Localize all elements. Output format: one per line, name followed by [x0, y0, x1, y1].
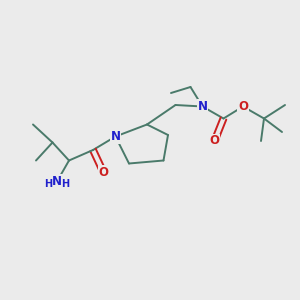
Text: O: O — [209, 134, 220, 148]
Text: H: H — [44, 179, 53, 189]
Text: N: N — [52, 175, 62, 188]
Text: H: H — [61, 179, 70, 189]
Text: N: N — [197, 100, 208, 113]
Text: O: O — [238, 100, 248, 113]
Text: O: O — [98, 166, 109, 179]
Text: N: N — [110, 130, 121, 143]
